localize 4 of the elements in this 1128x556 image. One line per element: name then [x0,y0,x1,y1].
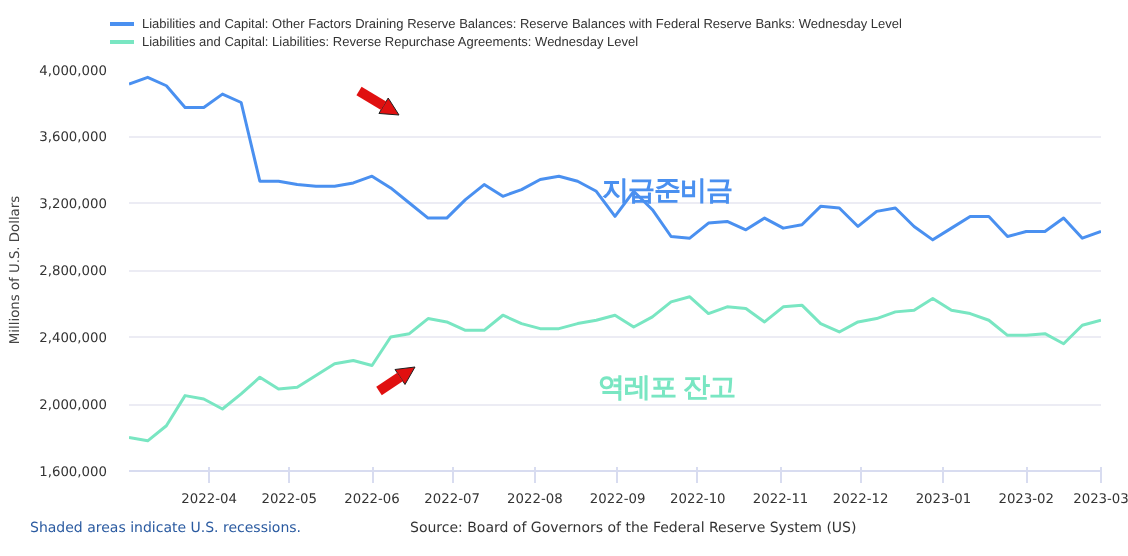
line-series [129,75,1101,242]
annotation: 역레포 잔고 [597,372,736,403]
annotation: 지급준비금 [601,174,732,205]
line-series [129,295,1101,443]
